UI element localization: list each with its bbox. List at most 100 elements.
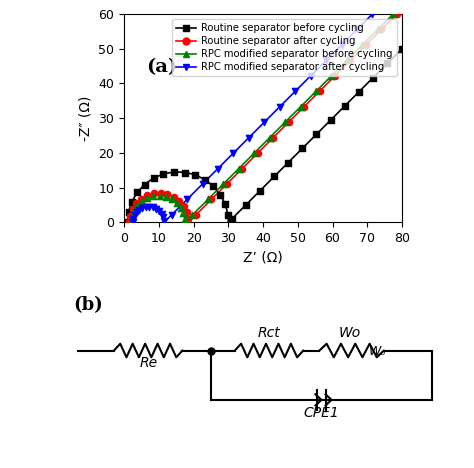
Routine separator before cycling — [224, 211, 231, 218]
RPC modified separator after cycling — [168, 211, 175, 219]
Text: Wₒ: Wₒ — [369, 345, 387, 358]
Routine separator before cycling — [256, 187, 264, 194]
RPC modified separator before cycling — [128, 219, 135, 226]
Routine separator after cycling — [223, 180, 231, 188]
Routine separator after cycling — [238, 165, 246, 172]
X-axis label: Z’ (Ω): Z’ (Ω) — [243, 251, 283, 265]
RPC modified separator after cycling — [159, 213, 167, 221]
RPC modified separator after cycling — [261, 118, 268, 126]
Routine separator before cycling — [128, 198, 136, 205]
RPC modified separator after cycling — [229, 149, 237, 157]
Routine separator after cycling — [133, 200, 140, 207]
RPC modified separator before cycling — [180, 210, 187, 217]
RPC modified separator before cycling — [168, 195, 175, 203]
Routine separator before cycling — [355, 88, 363, 95]
Routine separator after cycling — [346, 57, 354, 64]
RPC modified separator before cycling — [156, 192, 164, 199]
RPC modified separator after cycling — [353, 26, 361, 33]
Routine separator before cycling — [242, 201, 250, 209]
Routine separator before cycling — [210, 183, 217, 190]
RPC modified separator before cycling — [150, 192, 157, 200]
Routine separator before cycling — [299, 145, 306, 152]
RPC modified separator before cycling — [250, 149, 258, 157]
RPC modified separator before cycling — [177, 204, 184, 212]
RPC modified separator before cycling — [282, 118, 289, 126]
RPC modified separator after cycling — [245, 134, 253, 141]
Routine separator after cycling — [269, 134, 277, 141]
RPC modified separator after cycling — [369, 10, 376, 18]
RPC modified separator after cycling — [160, 217, 168, 224]
Routine separator before cycling — [228, 215, 236, 223]
Routine separator after cycling — [183, 209, 191, 216]
Routine separator after cycling — [377, 26, 385, 33]
RPC modified separator after cycling — [338, 41, 346, 49]
Routine separator before cycling — [313, 131, 320, 138]
Routine separator before cycling — [160, 170, 167, 178]
Routine separator after cycling — [150, 190, 157, 197]
RPC modified separator before cycling — [328, 72, 335, 80]
Routine separator before cycling — [141, 181, 148, 188]
Text: Re: Re — [139, 357, 157, 371]
RPC modified separator before cycling — [138, 197, 146, 205]
RPC modified separator after cycling — [199, 180, 206, 188]
RPC modified separator after cycling — [214, 165, 222, 172]
RPC modified separator after cycling — [276, 103, 283, 110]
Routine separator after cycling — [254, 149, 262, 157]
Text: (a): (a) — [146, 58, 178, 76]
Routine separator after cycling — [362, 41, 370, 49]
RPC modified separator before cycling — [128, 212, 136, 220]
RPC modified separator after cycling — [136, 206, 143, 213]
RPC modified separator after cycling — [142, 203, 150, 211]
Routine separator after cycling — [164, 190, 171, 198]
Routine separator before cycling — [284, 159, 292, 167]
Routine separator after cycling — [170, 193, 177, 201]
Routine separator after cycling — [175, 197, 183, 205]
RPC modified separator before cycling — [189, 211, 196, 219]
Routine separator before cycling — [150, 175, 157, 182]
RPC modified separator after cycling — [153, 205, 160, 212]
RPC modified separator after cycling — [129, 219, 137, 226]
RPC modified separator before cycling — [130, 206, 138, 214]
RPC modified separator after cycling — [131, 212, 138, 219]
RPC modified separator after cycling — [133, 209, 140, 216]
Routine separator after cycling — [184, 215, 192, 223]
Routine separator before cycling — [181, 169, 189, 176]
RPC modified separator before cycling — [297, 103, 304, 110]
RPC modified separator before cycling — [343, 57, 351, 64]
Routine separator before cycling — [191, 171, 199, 179]
RPC modified separator after cycling — [155, 207, 163, 215]
Routine separator before cycling — [125, 208, 133, 216]
RPC modified separator before cycling — [219, 180, 227, 188]
RPC modified separator after cycling — [158, 210, 165, 218]
RPC modified separator before cycling — [266, 134, 273, 141]
RPC modified separator before cycling — [374, 26, 382, 33]
Text: (b): (b) — [74, 296, 103, 314]
Y-axis label: -Z″ (Ω): -Z″ (Ω) — [79, 95, 93, 141]
Routine separator after cycling — [129, 205, 137, 213]
RPC modified separator before cycling — [359, 41, 366, 49]
Routine separator after cycling — [316, 88, 323, 95]
Routine separator before cycling — [271, 173, 278, 180]
Routine separator after cycling — [157, 189, 164, 197]
Routine separator after cycling — [144, 191, 151, 199]
RPC modified separator before cycling — [144, 194, 151, 201]
Text: CPE1: CPE1 — [304, 406, 339, 420]
RPC modified separator after cycling — [183, 196, 191, 203]
Routine separator before cycling — [216, 191, 224, 198]
Routine separator before cycling — [327, 117, 335, 124]
RPC modified separator after cycling — [129, 215, 137, 223]
RPC modified separator before cycling — [162, 193, 170, 200]
RPC modified separator after cycling — [138, 205, 146, 212]
Routine separator after cycling — [331, 72, 339, 80]
RPC modified separator after cycling — [149, 204, 157, 211]
Routine separator before cycling — [134, 189, 141, 196]
Routine separator before cycling — [341, 102, 349, 110]
Routine separator after cycling — [126, 219, 133, 226]
Routine separator after cycling — [192, 211, 200, 219]
Legend: Routine separator before cycling, Routine separator after cycling, RPC modified : Routine separator before cycling, Routin… — [173, 19, 397, 76]
Routine separator after cycling — [137, 195, 145, 203]
Text: Wo: Wo — [338, 326, 361, 340]
RPC modified separator after cycling — [292, 88, 299, 95]
RPC modified separator before cycling — [390, 10, 397, 18]
Routine separator before cycling — [170, 168, 178, 176]
